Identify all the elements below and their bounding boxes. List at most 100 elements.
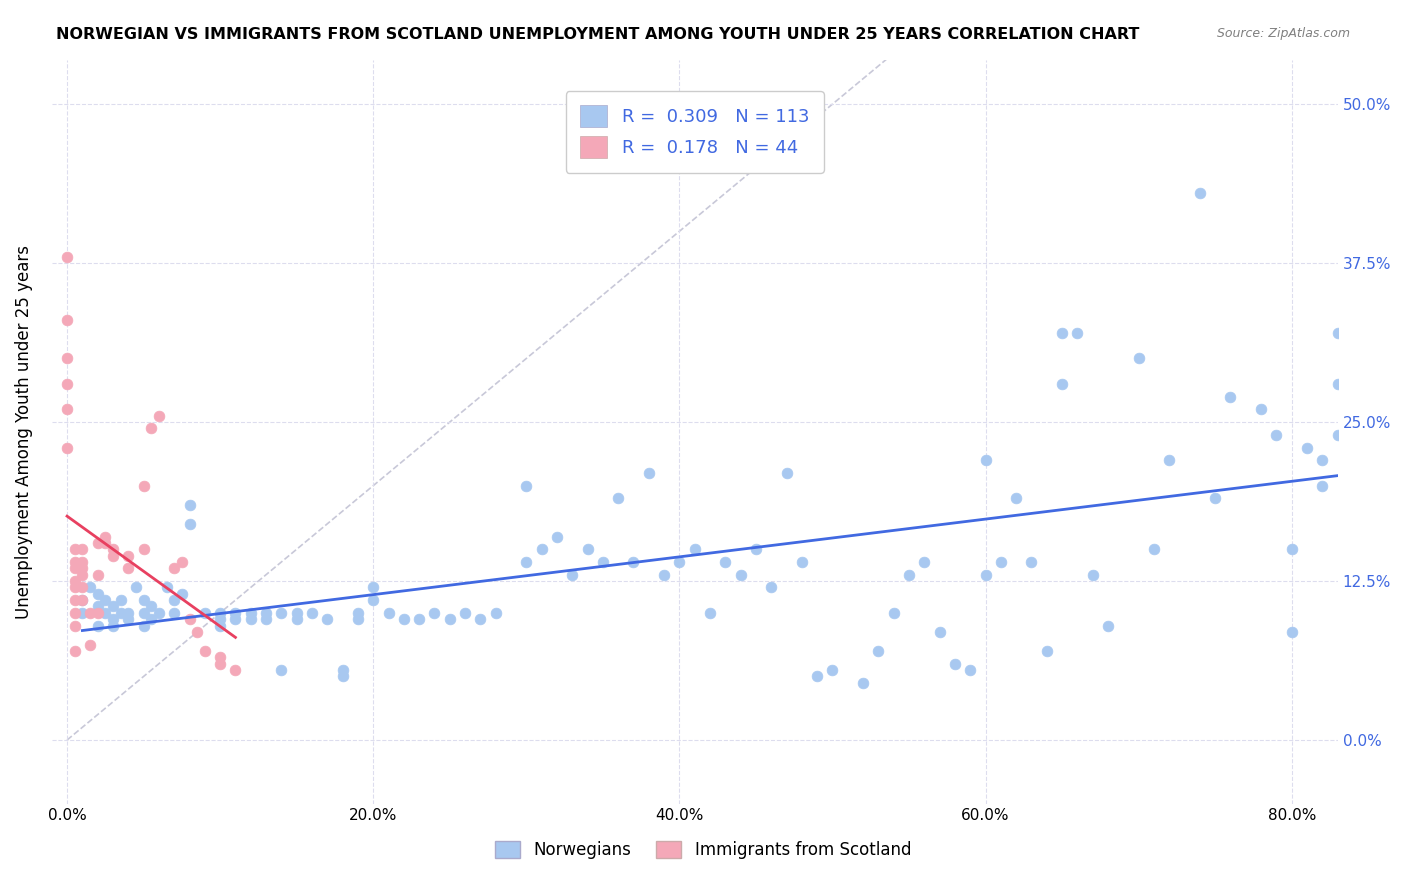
Point: [79, 606, 101, 620]
Point: [132, 618, 155, 632]
Point: [668, 555, 690, 569]
Point: [117, 549, 139, 563]
Point: [72, 567, 94, 582]
Point: [576, 542, 599, 557]
Point: [439, 612, 461, 626]
Point: [79, 638, 101, 652]
Point: [683, 542, 706, 557]
Point: [63, 574, 86, 588]
Point: [761, 581, 783, 595]
Point: [347, 606, 370, 620]
Point: [652, 567, 675, 582]
Point: [163, 606, 186, 620]
Point: [194, 644, 217, 658]
Point: [1188, 186, 1211, 201]
Point: [1281, 542, 1303, 557]
Point: [898, 567, 921, 582]
Point: [224, 606, 246, 620]
Point: [63, 606, 86, 620]
Point: [86, 567, 108, 582]
Point: [63, 581, 86, 595]
Point: [186, 624, 208, 639]
Point: [423, 606, 446, 620]
Point: [94, 593, 117, 607]
Point: [347, 612, 370, 626]
Point: [56, 402, 79, 417]
Point: [1296, 441, 1319, 455]
Point: [1281, 624, 1303, 639]
Point: [110, 593, 132, 607]
Point: [592, 555, 614, 569]
Point: [101, 618, 124, 632]
Point: [209, 618, 232, 632]
Legend: Norwegians, Immigrants from Scotland: Norwegians, Immigrants from Scotland: [488, 834, 918, 866]
Point: [1050, 376, 1073, 391]
Point: [117, 606, 139, 620]
Point: [943, 657, 966, 671]
Point: [1204, 491, 1226, 506]
Point: [714, 555, 737, 569]
Point: [148, 409, 170, 423]
Point: [377, 606, 399, 620]
Text: NORWEGIAN VS IMMIGRANTS FROM SCOTLAND UNEMPLOYMENT AMONG YOUTH UNDER 25 YEARS CO: NORWEGIAN VS IMMIGRANTS FROM SCOTLAND UN…: [56, 27, 1140, 42]
Point: [86, 599, 108, 614]
Point: [86, 606, 108, 620]
Point: [63, 644, 86, 658]
Point: [117, 561, 139, 575]
Point: [790, 555, 813, 569]
Y-axis label: Unemployment Among Youth under 25 years: Unemployment Among Youth under 25 years: [15, 244, 32, 619]
Point: [72, 555, 94, 569]
Point: [530, 542, 553, 557]
Point: [974, 567, 997, 582]
Point: [316, 612, 339, 626]
Point: [125, 581, 148, 595]
Point: [868, 644, 890, 658]
Point: [56, 376, 79, 391]
Point: [170, 587, 193, 601]
Point: [637, 466, 659, 480]
Point: [72, 581, 94, 595]
Point: [72, 593, 94, 607]
Point: [1066, 326, 1088, 340]
Point: [56, 313, 79, 327]
Point: [179, 612, 201, 626]
Point: [179, 498, 201, 512]
Point: [72, 561, 94, 575]
Point: [56, 351, 79, 366]
Point: [86, 618, 108, 632]
Point: [101, 549, 124, 563]
Point: [1005, 491, 1028, 506]
Point: [1159, 453, 1181, 467]
Point: [515, 478, 537, 492]
Point: [454, 606, 477, 620]
Point: [285, 606, 308, 620]
Point: [56, 441, 79, 455]
Point: [361, 593, 384, 607]
Point: [699, 606, 721, 620]
Point: [86, 536, 108, 550]
Point: [163, 561, 186, 575]
Point: [132, 606, 155, 620]
Point: [101, 599, 124, 614]
Point: [959, 663, 981, 677]
Point: [239, 612, 262, 626]
Point: [1021, 555, 1043, 569]
Point: [1265, 427, 1288, 442]
Point: [132, 593, 155, 607]
Point: [285, 612, 308, 626]
Point: [117, 612, 139, 626]
Point: [163, 593, 186, 607]
Point: [1050, 326, 1073, 340]
Point: [1097, 618, 1119, 632]
Point: [1326, 427, 1348, 442]
Point: [79, 581, 101, 595]
Point: [132, 542, 155, 557]
Point: [546, 529, 568, 543]
Point: [806, 669, 828, 683]
Point: [1036, 644, 1059, 658]
Point: [730, 567, 752, 582]
Point: [63, 618, 86, 632]
Point: [63, 593, 86, 607]
Point: [990, 555, 1012, 569]
Point: [63, 561, 86, 575]
